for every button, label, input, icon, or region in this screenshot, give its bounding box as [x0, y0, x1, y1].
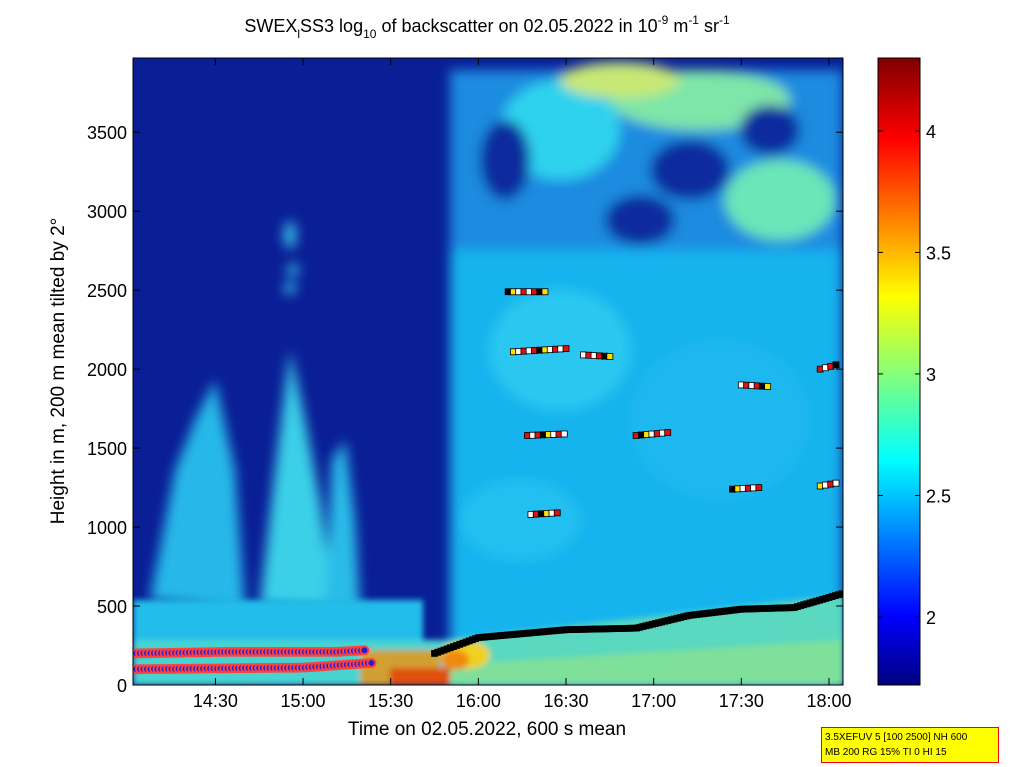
x-tick-label: 17:30: [719, 691, 764, 711]
layer-marker: [838, 590, 843, 598]
plot-frame: [132, 57, 844, 686]
info-line-1: 3.5XEFUV 5 [100 2500] NH 600: [825, 732, 968, 743]
y-tick-label: 2500: [87, 281, 127, 301]
colorbar-tick-label: 3: [926, 365, 936, 385]
layer-marker: [560, 430, 568, 438]
y-tick-label: 1500: [87, 439, 127, 459]
y-axis-label: Height in m, 200 m mean tilted by 2°: [48, 218, 69, 524]
backscatter-heatmap: [133, 58, 843, 685]
x-tick-label: 18:00: [806, 691, 851, 711]
colorbar-ticks: 2 2.5 3 3.5 4: [878, 122, 951, 628]
x-tick-label: 16:30: [543, 691, 588, 711]
x-tick-label: 16:00: [456, 691, 501, 711]
y-tick-label: 1000: [87, 518, 127, 538]
layer-marker: [606, 353, 614, 360]
layer-marker: [832, 361, 840, 369]
y-tick-label: 2000: [87, 360, 127, 380]
aerosol-layer-marker: [366, 658, 377, 669]
x-tick-label: 15:30: [368, 691, 413, 711]
layer-detections: [133, 288, 843, 675]
layer-marker: [562, 345, 570, 352]
y-axis: 0 500 1000 1500 2000 2500 3000 3500: [87, 123, 843, 696]
y-tick-label: 3000: [87, 202, 127, 222]
x-axis-label: Time on 02.05.2022, 600 s mean: [348, 719, 626, 740]
colorbar-tick-label: 3.5: [926, 243, 951, 263]
colorbar: [877, 57, 921, 686]
layer-marker: [755, 484, 763, 491]
chart-title: SWEXlSS3 log10 of backscatter on 02.05.2…: [244, 13, 730, 41]
layer-marker: [664, 429, 672, 437]
layer-marker: [553, 509, 561, 517]
colorbar-tick-label: 2.5: [926, 486, 951, 506]
y-tick-label: 3500: [87, 123, 127, 143]
layer-marker: [541, 288, 549, 296]
x-axis: 14:30 15:00 15:30 16:00 16:30 17:00 17:30 18:00: [193, 58, 851, 711]
info-line-2: MB 200 RG 15% TI 0 HI 15: [825, 747, 947, 758]
colorbar-tick-label: 2: [926, 608, 936, 628]
layer-marker: [764, 383, 772, 390]
aerosol-layer-marker: [359, 645, 370, 656]
x-tick-label: 14:30: [193, 691, 238, 711]
x-tick-label: 15:00: [281, 691, 326, 711]
processing-info-box: 3.5XEFUV 5 [100 2500] NH 600 MB 200 RG 1…: [821, 727, 999, 763]
x-tick-label: 17:00: [631, 691, 676, 711]
layer-marker: [832, 479, 840, 487]
y-tick-label: 0: [117, 676, 127, 696]
y-tick-label: 500: [97, 597, 127, 617]
colorbar-tick-label: 4: [926, 122, 936, 142]
